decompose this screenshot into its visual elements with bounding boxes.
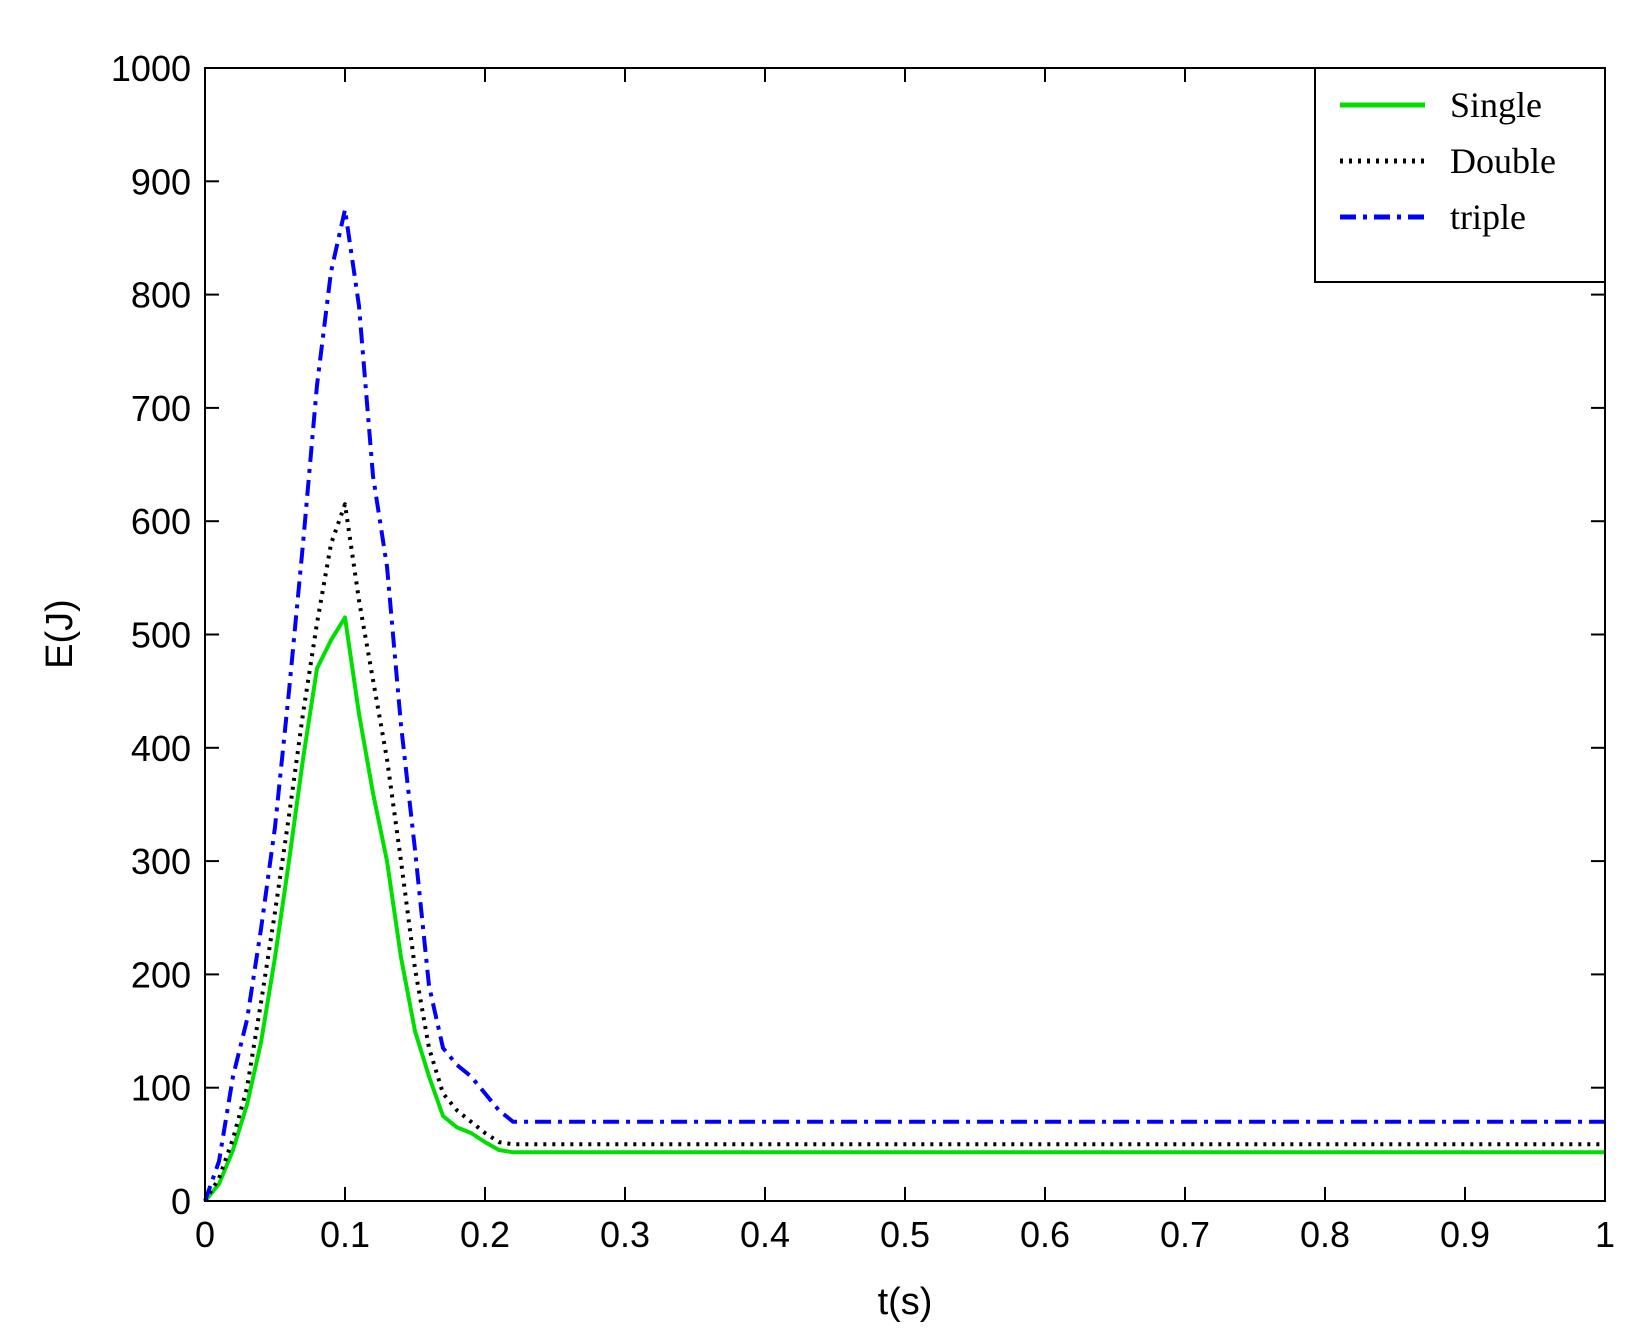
y-tick-label-8: 800 (131, 275, 191, 316)
x-tick-label-2: 0.2 (460, 1214, 510, 1255)
y-tick-label-5: 500 (131, 615, 191, 656)
legend: Single Double triple (1314, 67, 1606, 283)
series-line-0 (203, 615, 1605, 1203)
x-tick-label-4: 0.4 (740, 1214, 790, 1255)
x-tick-label-10: 1 (1595, 1214, 1615, 1255)
y-axis-tick-labels: 0 100 200 300 400 500 600 700 800 900 1000 (111, 48, 191, 1222)
legend-entries: Single Double triple (1340, 85, 1556, 237)
legend-label-2: triple (1450, 197, 1526, 237)
x-axis-title: t(s) (878, 1281, 933, 1323)
x-axis-tick-labels: 0 0.1 0.2 0.3 0.4 0.5 0.6 0.7 0.8 0.9 1 (195, 1214, 1615, 1255)
series-layer (203, 207, 1605, 1203)
legend-label-1: Double (1450, 141, 1556, 181)
series-line-2 (203, 207, 1605, 1202)
x-tick-label-5: 0.5 (880, 1214, 930, 1255)
y-tick-label-3: 300 (131, 841, 191, 882)
x-tick-label-0: 0 (195, 1214, 215, 1255)
x-tick-label-1: 0.1 (320, 1214, 370, 1255)
x-tick-label-3: 0.3 (600, 1214, 650, 1255)
y-tick-label-0: 0 (171, 1181, 191, 1222)
y-tick-label-6: 600 (131, 501, 191, 542)
x-tick-label-7: 0.7 (1160, 1214, 1210, 1255)
series-line-1 (203, 502, 1605, 1203)
y-tick-label-10: 1000 (111, 48, 191, 89)
y-tick-label-4: 400 (131, 728, 191, 769)
legend-label-0: Single (1450, 85, 1542, 125)
x-tick-label-8: 0.8 (1300, 1214, 1350, 1255)
x-tick-label-9: 0.9 (1440, 1214, 1490, 1255)
y-tick-label-1: 100 (131, 1068, 191, 1109)
y-axis-title: E(J) (39, 599, 81, 669)
y-tick-label-7: 700 (131, 388, 191, 429)
y-tick-label-9: 900 (131, 161, 191, 202)
y-tick-label-2: 200 (131, 954, 191, 995)
x-tick-label-6: 0.6 (1020, 1214, 1070, 1255)
